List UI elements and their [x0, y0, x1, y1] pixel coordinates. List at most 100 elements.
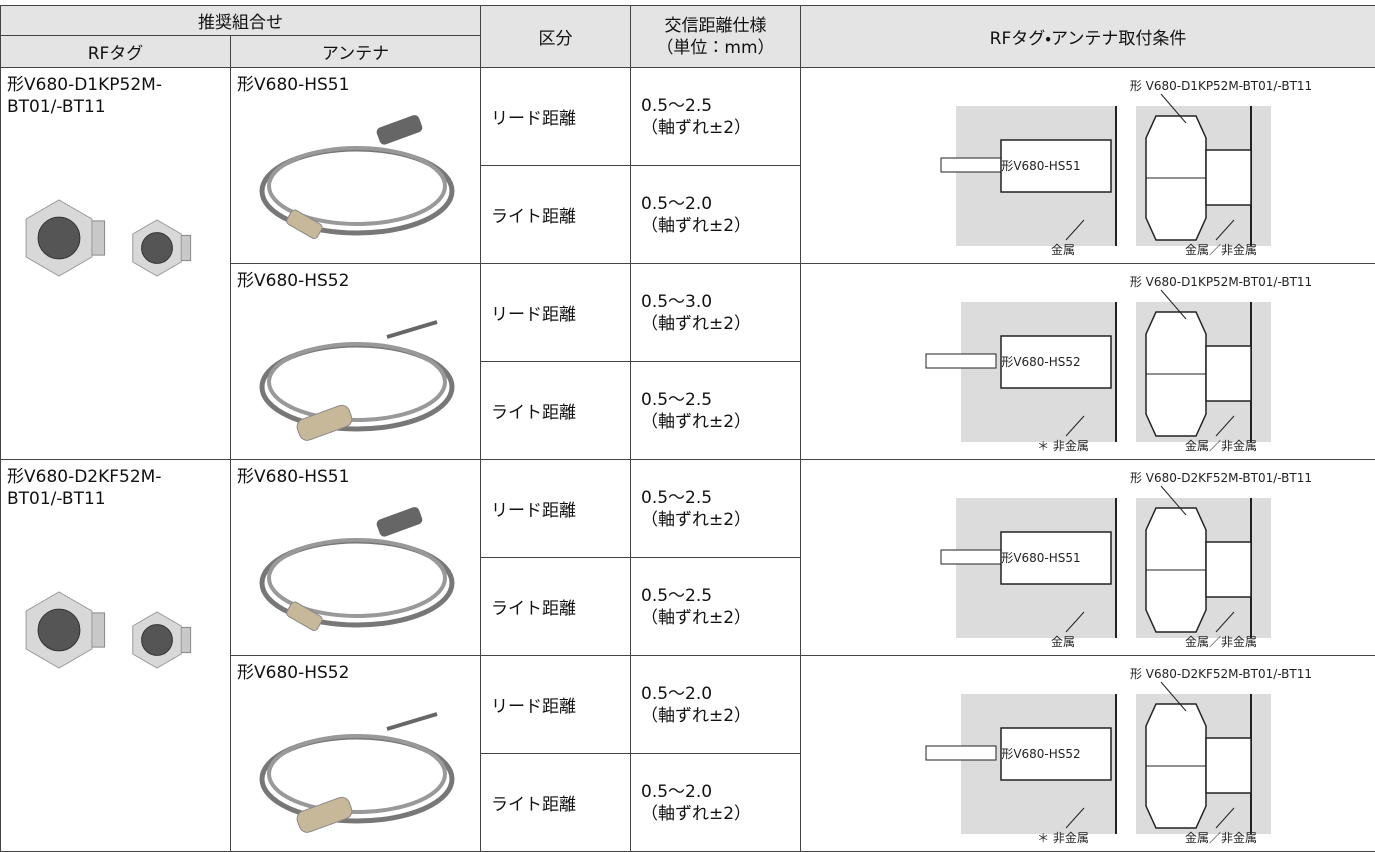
- antenna-photo: [237, 96, 477, 256]
- condition-header: RFタグ・アンテナ取付条件: [801, 6, 1375, 68]
- right-label: 金属／非金属: [1185, 439, 1257, 453]
- rf-tag-header: RFタグ: [1, 36, 231, 68]
- axis-offset: （軸ずれ±2）: [641, 411, 790, 433]
- axis-offset: （軸ずれ±2）: [641, 509, 790, 531]
- antenna-body: [375, 506, 423, 538]
- group-header: 推奨組合せ: [1, 6, 481, 36]
- header-row: 推奨組合せ 区分 交信距離仕様（単位：mm） RFタグ・アンテナ取付条件: [1, 6, 1375, 36]
- cable: [941, 550, 1001, 564]
- antenna-label: 形V680-HS51: [1001, 551, 1080, 565]
- distance-value: 0.5～2.0: [641, 683, 790, 705]
- tag-face: [142, 233, 173, 264]
- left-label: ＊ 非金属: [1037, 831, 1089, 845]
- tag-label: 形 V680-D1KP52M-BT01/-BT11: [1130, 79, 1312, 93]
- distance-value: 0.5～2.5: [641, 487, 790, 509]
- tag-photo: [7, 118, 227, 318]
- antenna-cell: 形V680-HS51: [231, 68, 481, 264]
- left-label: ＊ 非金属: [1037, 439, 1089, 453]
- tag-label: 形 V680-D2KF52M-BT01/-BT11: [1130, 471, 1312, 485]
- antenna-header: アンテナ: [231, 36, 481, 68]
- axis-offset: （軸ずれ±2）: [641, 607, 790, 629]
- category-header: 区分: [481, 6, 631, 68]
- tag-face: [142, 625, 173, 656]
- rf-tag-name: 形V680-D1KP52M-: [7, 74, 224, 96]
- antenna-cell: 形V680-HS52: [231, 656, 481, 852]
- tag-shank: [1206, 150, 1251, 205]
- condition-cell: 形V680-HS52 形 V680-D1KP52M-BT01/-BT11 ＊ 非金属…: [801, 264, 1375, 460]
- category-cell: ライト距離: [481, 754, 631, 852]
- distance-cell: 0.5～2.0（軸ずれ±2）: [631, 166, 801, 264]
- distance-cell: 0.5～2.0（軸ずれ±2）: [631, 754, 801, 852]
- tag-shank: [1206, 346, 1251, 401]
- cable: [941, 158, 1001, 172]
- condition-cell: 形V680-HS52 形 V680-D2KF52M-BT01/-BT11 ＊ 非金属…: [801, 656, 1375, 852]
- antenna-body: [295, 403, 354, 442]
- left-label: 金属: [1051, 635, 1075, 649]
- antenna-cell: 形V680-HS51: [231, 460, 481, 656]
- category-cell: リード距離: [481, 460, 631, 558]
- distance-title: 交信距離仕様: [631, 15, 800, 37]
- axis-offset: （軸ずれ±2）: [641, 215, 790, 237]
- mount-diagram: 形V680-HS52 形 V680-D2KF52M-BT01/-BT11 ＊ 非金属…: [801, 656, 1375, 851]
- cable: [387, 322, 437, 337]
- right-label: 金属／非金属: [1185, 831, 1257, 845]
- right-label: 金属／非金属: [1185, 635, 1257, 649]
- antenna-head: [285, 601, 323, 632]
- distance-value: 0.5～2.5: [641, 585, 790, 607]
- right-label: 金属／非金属: [1185, 243, 1257, 257]
- distance-unit: （単位：mm）: [631, 37, 800, 59]
- distance-value: 0.5～2.0: [641, 193, 790, 215]
- antenna-photo: [237, 292, 477, 452]
- mount-diagram: 形V680-HS51 形 V680-D2KF52M-BT01/-BT11 金属 金属／…: [801, 460, 1375, 655]
- tag-face: [38, 217, 80, 259]
- antenna-name: 形V680-HS52: [237, 270, 474, 292]
- antenna-head: [285, 209, 323, 240]
- tag-label: 形 V680-D1KP52M-BT01/-BT11: [1130, 275, 1312, 289]
- rf-tag-cell: 形V680-D1KP52M-BT01/-BT11: [1, 68, 231, 460]
- cable: [926, 746, 996, 760]
- distance-header: 交信距離仕様（単位：mm）: [631, 6, 801, 68]
- category-cell: ライト距離: [481, 362, 631, 460]
- antenna-label: 形V680-HS52: [1001, 355, 1080, 369]
- category-cell: リード距離: [481, 68, 631, 166]
- category-cell: リード距離: [481, 656, 631, 754]
- antenna-body: [375, 114, 423, 146]
- left-label: 金属: [1051, 243, 1075, 257]
- distance-cell: 0.5～2.5（軸ずれ±2）: [631, 558, 801, 656]
- rf-tag-name: BT01/-BT11: [7, 96, 224, 118]
- rf-tag-name: BT01/-BT11: [7, 488, 224, 510]
- axis-offset: （軸ずれ±2）: [641, 705, 790, 727]
- distance-value: 0.5～2.0: [641, 781, 790, 803]
- cable: [926, 354, 996, 368]
- axis-offset: （軸ずれ±2）: [641, 313, 790, 335]
- condition-cell: 形V680-HS51 形 V680-D2KF52M-BT01/-BT11 金属 金属／…: [801, 460, 1375, 656]
- spec-table: 推奨組合せ 区分 交信距離仕様（単位：mm） RFタグ・アンテナ取付条件 RFタ…: [0, 5, 1375, 852]
- rf-tag-cell: 形V680-D2KF52M-BT01/-BT11: [1, 460, 231, 852]
- distance-value: 0.5～3.0: [641, 291, 790, 313]
- distance-value: 0.5～2.5: [641, 389, 790, 411]
- mount-diagram: 形V680-HS51形 V680-D1KP52M-BT01/-BT11金属金属／…: [801, 68, 1375, 263]
- rf-tag-name: 形V680-D2KF52M-: [7, 466, 224, 488]
- distance-cell: 0.5～2.0（軸ずれ±2）: [631, 656, 801, 754]
- tag-shank: [1206, 738, 1251, 793]
- antenna-name: 形V680-HS52: [237, 662, 474, 684]
- mount-diagram: 形V680-HS52 形 V680-D1KP52M-BT01/-BT11 ＊ 非金属…: [801, 264, 1375, 459]
- cable: [387, 714, 437, 729]
- antenna-body: [295, 795, 354, 834]
- tag-photo: [7, 510, 227, 710]
- cable-coil: [269, 344, 445, 420]
- tag-label: 形 V680-D2KF52M-BT01/-BT11: [1130, 667, 1312, 681]
- antenna-photo: [237, 684, 477, 844]
- antenna-cell: 形V680-HS52: [231, 264, 481, 460]
- category-cell: リード距離: [481, 264, 631, 362]
- axis-offset: （軸ずれ±2）: [641, 117, 790, 139]
- distance-cell: 0.5～2.5（軸ずれ±2）: [631, 362, 801, 460]
- distance-cell: 0.5～2.5（軸ずれ±2）: [631, 460, 801, 558]
- distance-cell: 0.5～2.5（軸ずれ±2）: [631, 68, 801, 166]
- antenna-label: 形V680-HS52: [1001, 747, 1080, 761]
- distance-value: 0.5～2.5: [641, 95, 790, 117]
